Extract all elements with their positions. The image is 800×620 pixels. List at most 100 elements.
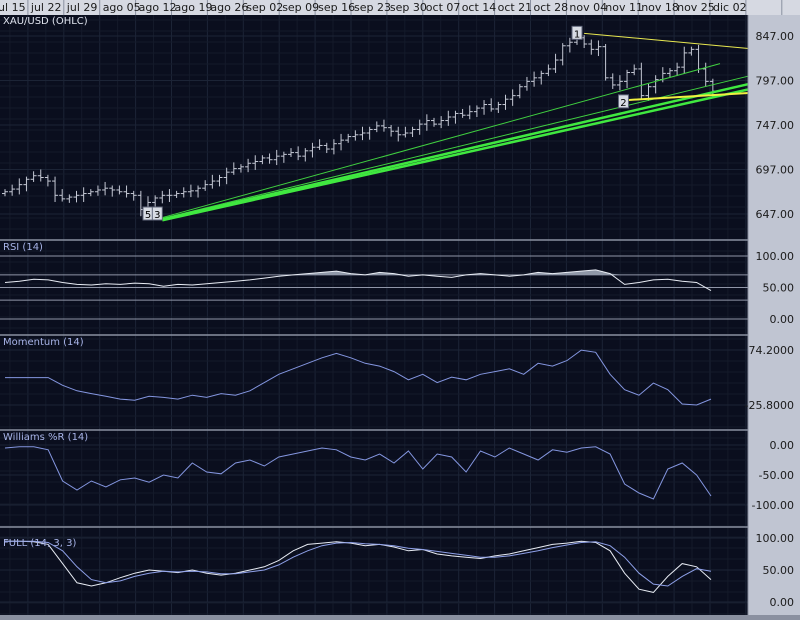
time-axis[interactable] — [0, 0, 800, 15]
indicator-tick-label: -25.8000 — [745, 399, 794, 412]
price-tick-label: 747.00 — [756, 119, 795, 132]
time-tick-label: jul 29 — [66, 1, 98, 14]
trendline-anchor-marker[interactable]: 1 — [571, 25, 583, 40]
time-tick-label: ago 12 — [139, 1, 177, 14]
ohlc-bar — [94, 185, 101, 196]
ohlc-bar — [130, 190, 137, 201]
value-axis-labels: 847.00 797.00 747.00 697.00 647.00 100.00 50.0… — [745, 30, 794, 609]
ohlc-bar — [288, 148, 294, 158]
ohlc-bar — [502, 94, 509, 110]
ohlc-bar — [538, 70, 545, 85]
time-tick-label: sep 30 — [390, 1, 427, 14]
ohlc-bar — [73, 190, 80, 203]
ohlc-bar — [80, 187, 87, 202]
marker-label: 1 — [574, 29, 580, 40]
ohlc-bar — [409, 126, 416, 138]
ohlc-bar — [30, 171, 37, 182]
panel-labels: XAU/USD (OHLC) RSI (14) Momentum (14) Willi… — [3, 16, 88, 549]
ohlc-bar — [230, 162, 237, 175]
ohlc-bar — [345, 133, 352, 143]
ohlc-bar — [516, 84, 523, 99]
indicator-line--d — [5, 540, 712, 587]
ohlc-bar — [609, 73, 616, 89]
ohlc-bar — [173, 190, 180, 198]
ohlc-bar — [481, 100, 488, 115]
time-tick-label: nov 25 — [677, 1, 715, 14]
ohlc-bar — [316, 139, 323, 150]
ohlc-bar — [566, 37, 573, 53]
ohlc-bar — [445, 110, 452, 126]
trendline[interactable] — [584, 32, 749, 49]
ohlc-bar — [402, 126, 409, 138]
ohlc-bar — [259, 155, 266, 165]
ohlc-bar — [59, 189, 66, 202]
indicator-tick-label: 100.00 — [756, 250, 795, 263]
ohlc-bar — [495, 101, 502, 113]
trendline[interactable] — [162, 82, 749, 221]
trendline-anchor-marker[interactable]: 3 — [151, 206, 163, 221]
ohlc-bar — [552, 53, 559, 73]
price-tick-label: 847.00 — [756, 30, 795, 43]
indicator-tick-label: 0.00 — [770, 439, 795, 452]
time-tick-label: sep 23 — [354, 1, 391, 14]
ohlc-bar — [438, 116, 445, 129]
plots: 1 2 5 3 — [0, 25, 800, 593]
time-tick-label: oct 07 — [426, 1, 461, 14]
time-tick-label: sep 09 — [282, 1, 319, 14]
ohlc-bar — [102, 181, 109, 196]
ohlc-bar — [388, 125, 395, 137]
panel-title: XAU/USD (OHLC) — [3, 16, 88, 27]
ohlc-bar — [209, 174, 216, 189]
bottom-scrollbar[interactable] — [0, 615, 800, 620]
trendline[interactable] — [626, 91, 749, 102]
ohlc-bar — [202, 180, 209, 191]
time-tick-label: ago 05 — [103, 1, 141, 14]
ohlc-bar — [624, 69, 631, 89]
indicator-tick-label: -50.00 — [759, 469, 794, 482]
ohlc-bar — [338, 133, 345, 151]
ohlc-bar — [323, 142, 330, 154]
marker-label: 5 — [145, 210, 151, 221]
marker-label: 2 — [620, 98, 626, 109]
indicator-tick-label: 0.00 — [770, 596, 795, 609]
ohlc-bar — [545, 64, 552, 77]
ohlc-bar — [459, 108, 466, 118]
panel-title: Williams %R (14) — [3, 432, 88, 443]
trendline-anchor-marker[interactable]: 5 — [142, 206, 154, 221]
panel-title: FULL (14, 3, 3) — [3, 538, 76, 549]
ohlc-bar — [452, 110, 459, 124]
ohlc-bar — [674, 62, 681, 77]
ohlc-bar — [52, 176, 59, 202]
ohlc-bar — [616, 75, 623, 91]
trendline[interactable] — [162, 88, 749, 222]
ohlc-bar — [16, 178, 23, 195]
trendline[interactable] — [162, 63, 721, 219]
ohlc-bar — [245, 158, 252, 173]
time-tick-label: nov 18 — [641, 1, 679, 14]
value-axis[interactable] — [748, 14, 800, 620]
ohlc-bar — [431, 117, 437, 127]
trendline[interactable] — [162, 75, 749, 219]
ohlc-bar — [588, 39, 595, 55]
panel-title: RSI (14) — [3, 242, 43, 253]
ohlc-bar — [152, 195, 159, 207]
ohlc-bar — [602, 44, 609, 81]
ohlc-bar — [280, 151, 287, 163]
time-tick-label: oct 21 — [498, 1, 533, 14]
time-tick-label: sep 02 — [246, 1, 283, 14]
ohlc-bar — [595, 40, 602, 57]
ohlc-bar — [123, 185, 130, 198]
ohlc-bar — [2, 189, 8, 197]
ohlc-bar — [252, 155, 259, 170]
ohlc-bar — [488, 98, 495, 112]
time-tick-label: oct 14 — [462, 1, 497, 14]
ohlc-bar — [23, 176, 30, 192]
ohlc-bar — [37, 169, 44, 182]
ohlc-bar — [423, 114, 430, 131]
ohlc-bar — [187, 184, 194, 198]
trendline-anchor-marker[interactable]: 2 — [617, 94, 629, 109]
time-tick-label: jul 22 — [30, 1, 62, 14]
indicator-tick-label: 74.2000 — [749, 344, 795, 357]
ohlc-bar — [688, 46, 695, 56]
